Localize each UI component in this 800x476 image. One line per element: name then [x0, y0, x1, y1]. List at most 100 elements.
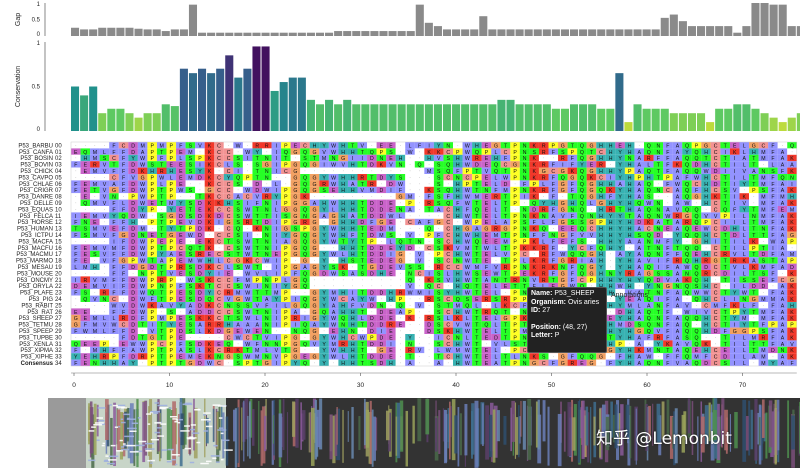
sequence-index: 24: [55, 297, 62, 303]
sequence-index: 34: [55, 361, 62, 367]
sequence-index: 03: [55, 163, 62, 169]
conservation-bar: [325, 100, 333, 131]
conservation-bar: [107, 109, 115, 131]
gap-bar: [597, 29, 605, 36]
conservation-bar: [352, 104, 360, 131]
conservation-bar: [506, 100, 514, 131]
gap-bar: [652, 29, 660, 36]
conservation-bar: [615, 73, 623, 131]
sequence-index: 27: [55, 316, 62, 322]
gap-bar: [606, 29, 614, 36]
sequence-label: P53_MARMO: [16, 259, 53, 265]
conservation-bar: [243, 69, 251, 131]
gap-bar: [779, 5, 787, 36]
sequence-label: P53_RAT: [27, 310, 53, 316]
conservation-bar: [407, 104, 415, 131]
conservation-bar: [543, 104, 551, 131]
conservation-bar: [180, 69, 188, 131]
gap-bar: [552, 29, 560, 36]
gap-bar: [243, 33, 251, 36]
conservation-bar: [679, 113, 687, 131]
gap-bar: [325, 33, 333, 36]
conservation-bar: [216, 69, 224, 131]
conservation-bar: [561, 109, 569, 131]
conservation-track-label: Conservation: [15, 66, 22, 107]
gap-tick-label: 0: [37, 32, 41, 38]
conservation-bar: [271, 91, 279, 131]
conservation-tick-label: 1: [37, 41, 41, 47]
gap-bar: [234, 33, 242, 36]
sequence-label: P53_MOUSE: [17, 271, 53, 277]
gap-bar: [688, 26, 696, 36]
gap-tick-label: 1: [37, 2, 41, 8]
conservation-bar: [98, 113, 106, 131]
conservation-bar: [461, 104, 469, 131]
gap-bar: [162, 31, 170, 36]
gap-bar: [289, 33, 297, 36]
conservation-bar: [280, 82, 288, 131]
gap-bar: [588, 29, 596, 36]
sequence-label: P53_CAVPO: [18, 175, 53, 181]
gap-bar: [116, 28, 124, 36]
sequence-label: P53_HORSE: [18, 220, 53, 226]
conservation-bar: [153, 113, 161, 131]
conservation-bar: [207, 73, 215, 131]
gap-bar: [370, 31, 378, 36]
conservation-bar: [416, 104, 424, 131]
gap-bar: [216, 33, 224, 36]
sequence-index: 10: [55, 207, 62, 213]
gap-bar: [107, 28, 115, 36]
conservation-bar: [488, 104, 496, 131]
conservation-bar: [452, 104, 460, 131]
sequence-index: 15: [55, 239, 62, 245]
gap-bar: [579, 29, 587, 36]
gap-bar: [71, 28, 79, 36]
conservation-bar: [588, 104, 596, 131]
gap-track-label: Gap: [15, 13, 22, 26]
gap-bar: [407, 31, 415, 36]
sequence-index: 23: [55, 291, 62, 297]
conservation-bar: [116, 109, 124, 131]
conservation-bar: [198, 69, 206, 131]
gap-bar: [307, 33, 315, 36]
conservation-bar: [779, 122, 787, 131]
gap-bar: [561, 29, 569, 36]
gap-bar: [633, 29, 641, 36]
gap-bar: [425, 23, 433, 36]
sequence-label: P53_CHICK: [20, 169, 53, 175]
conservation-bar: [751, 109, 759, 131]
sequence-index: 08: [55, 195, 62, 201]
conservation-bar: [144, 113, 152, 131]
sequence-index: 25: [55, 303, 62, 309]
sequence-label: P53_DELLE: [20, 201, 53, 207]
sequence-index: 32: [55, 348, 62, 354]
gap-bar: [171, 29, 179, 36]
sequence-label: P53_BARBU: [18, 143, 53, 149]
conservation-bar: [470, 104, 478, 131]
conservation-bar: [425, 104, 433, 131]
gap-bar: [343, 31, 351, 36]
sequence-index: 11: [55, 214, 62, 220]
conservation-bar: [606, 109, 614, 131]
gap-bar: [770, 5, 778, 36]
conservation-bar: [761, 113, 769, 131]
sequence-label: P53_XENLA: [19, 342, 53, 348]
sequence-index: 14: [55, 233, 62, 239]
sequence-index: 18: [55, 259, 62, 265]
sequence-index: 13: [55, 227, 62, 233]
conservation-bar: [189, 73, 197, 131]
gap-bar: [207, 33, 215, 36]
conservation-bar: [89, 87, 97, 132]
sequence-label: P53_EQUAS: [18, 207, 53, 213]
gap-bar: [125, 28, 133, 36]
sequence-index: 06: [55, 182, 62, 188]
sequence-index: 16: [55, 246, 62, 252]
sequence-index: 31: [55, 342, 62, 348]
conservation-bar: [788, 118, 796, 131]
sequence-index: 33: [55, 355, 62, 361]
conservation-bar: [298, 78, 306, 131]
conservation-bar: [715, 109, 723, 131]
gap-bar: [352, 31, 360, 36]
